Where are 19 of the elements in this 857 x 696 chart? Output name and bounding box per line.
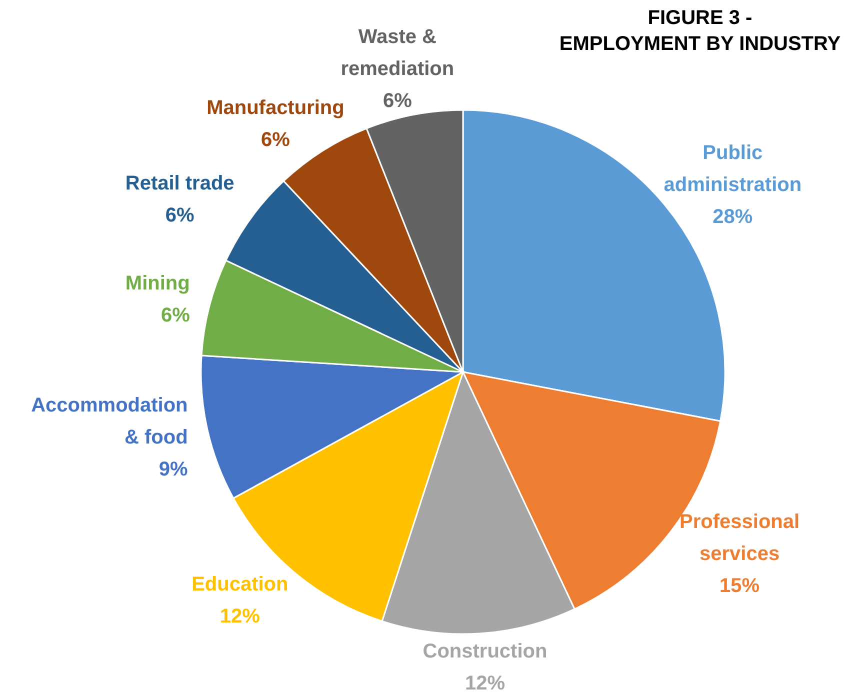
slice-label: Mining: [125, 272, 190, 295]
data-label: 6%: [160, 304, 190, 327]
data-label: 12%: [220, 605, 260, 628]
data-label: 15%: [720, 574, 760, 597]
data-label: 6%: [165, 204, 195, 227]
slice-label: Public administration: [664, 142, 802, 196]
slice-label: Retail trade: [125, 172, 234, 195]
data-label: 12%: [464, 672, 506, 694]
slice-label: Construction: [422, 640, 548, 662]
slice-label: Accommodation & food: [31, 394, 188, 448]
slice-label: Waste & remediation: [340, 26, 454, 80]
chart-title: FIGURE 3 - EMPLOYMENT BY INDUSTRY: [559, 7, 842, 55]
slice-label: Manufacturing: [206, 96, 344, 119]
slice-label: Professional services: [680, 510, 800, 565]
data-label: 28%: [712, 206, 753, 228]
slice-label: Education: [192, 573, 288, 596]
data-label: 9%: [158, 458, 188, 480]
data-label: 6%: [261, 128, 290, 151]
data-label: 6%: [382, 90, 412, 112]
